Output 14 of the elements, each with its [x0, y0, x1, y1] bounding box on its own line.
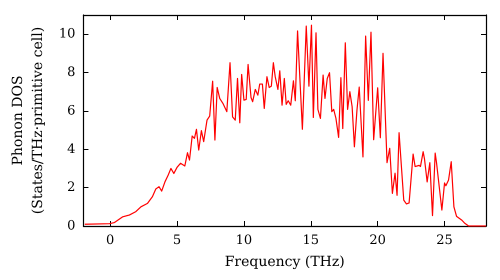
y-axis-title: Phonon DOS (States/THz·primitive cell) [10, 26, 46, 214]
y-tick-label: 6 [67, 103, 76, 118]
y-tick-label: 0 [67, 218, 76, 234]
x-tick-label: 15 [302, 233, 320, 248]
x-tick-label: 25 [436, 233, 453, 248]
x-tick-label: 5 [172, 233, 182, 248]
y-tick-label: 8 [67, 65, 76, 80]
y-tick-label: 4 [67, 142, 76, 157]
x-tick-label: 20 [369, 233, 386, 248]
x-tick-label: 10 [236, 233, 252, 248]
y-tick-label: 10 [58, 26, 76, 42]
x-axis-title: Frequency (THz) [224, 254, 345, 270]
x-tick-label: 0 [106, 233, 114, 248]
y-tick-label: 2 [67, 180, 76, 196]
